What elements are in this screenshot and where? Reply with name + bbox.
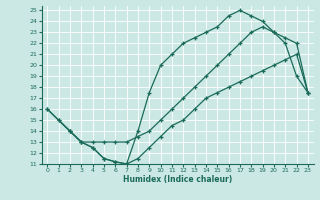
- X-axis label: Humidex (Indice chaleur): Humidex (Indice chaleur): [123, 175, 232, 184]
